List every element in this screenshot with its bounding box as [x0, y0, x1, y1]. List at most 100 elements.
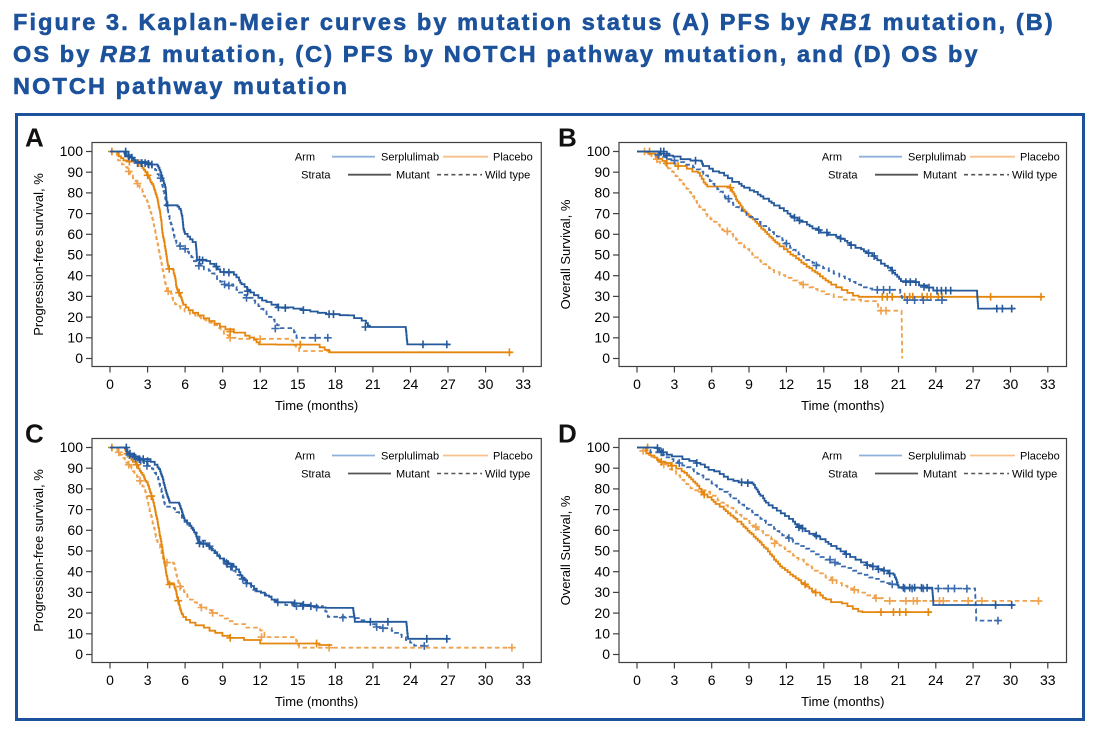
svg-text:40: 40: [67, 267, 83, 283]
svg-text:15: 15: [290, 672, 306, 688]
svg-text:50: 50: [67, 543, 83, 559]
svg-text:50: 50: [67, 247, 83, 263]
svg-text:10: 10: [594, 330, 610, 346]
svg-text:24: 24: [403, 376, 419, 392]
svg-text:30: 30: [478, 376, 494, 392]
svg-text:Mutant: Mutant: [396, 170, 430, 182]
svg-text:15: 15: [290, 376, 306, 392]
svg-text:Mutant: Mutant: [923, 170, 957, 182]
svg-text:6: 6: [181, 376, 189, 392]
svg-text:Placebo: Placebo: [1020, 152, 1060, 164]
svg-text:D: D: [558, 419, 577, 449]
svg-text:Strata: Strata: [828, 468, 858, 480]
svg-text:10: 10: [594, 626, 610, 642]
svg-text:60: 60: [67, 226, 83, 242]
svg-text:30: 30: [478, 672, 494, 688]
svg-text:100: 100: [60, 143, 84, 159]
svg-text:6: 6: [181, 672, 189, 688]
svg-text:0: 0: [106, 376, 114, 392]
svg-text:12: 12: [252, 376, 268, 392]
svg-text:27: 27: [440, 672, 456, 688]
svg-text:3: 3: [671, 376, 679, 392]
svg-text:30: 30: [67, 584, 83, 600]
svg-text:80: 80: [594, 185, 610, 201]
svg-text:18: 18: [328, 672, 344, 688]
svg-text:18: 18: [853, 672, 869, 688]
svg-text:Overall Survival, %: Overall Survival, %: [558, 495, 573, 605]
svg-text:30: 30: [594, 584, 610, 600]
svg-text:18: 18: [853, 376, 869, 392]
svg-text:24: 24: [928, 672, 944, 688]
svg-text:60: 60: [594, 226, 610, 242]
svg-text:70: 70: [67, 501, 83, 517]
svg-text:33: 33: [1040, 672, 1056, 688]
svg-text:Serplulimab: Serplulimab: [381, 152, 439, 164]
svg-text:Strata: Strata: [301, 468, 331, 480]
svg-text:30: 30: [67, 288, 83, 304]
svg-text:20: 20: [594, 605, 610, 621]
svg-text:10: 10: [67, 626, 83, 642]
svg-text:90: 90: [594, 460, 610, 476]
svg-text:Time (months): Time (months): [275, 694, 358, 709]
svg-text:Mutant: Mutant: [923, 468, 957, 480]
svg-text:70: 70: [67, 205, 83, 221]
svg-text:27: 27: [965, 376, 981, 392]
svg-text:Arm: Arm: [295, 450, 315, 462]
svg-text:9: 9: [745, 672, 753, 688]
svg-text:21: 21: [365, 672, 381, 688]
svg-text:C: C: [25, 419, 44, 449]
svg-text:70: 70: [594, 501, 610, 517]
svg-text:20: 20: [67, 309, 83, 325]
svg-text:15: 15: [816, 672, 832, 688]
svg-text:Mutant: Mutant: [396, 468, 430, 480]
svg-text:10: 10: [67, 330, 83, 346]
svg-text:80: 80: [67, 481, 83, 497]
svg-text:Time (months): Time (months): [275, 398, 358, 413]
svg-text:100: 100: [587, 143, 611, 159]
svg-text:9: 9: [219, 672, 227, 688]
svg-text:B: B: [558, 123, 577, 153]
svg-text:6: 6: [708, 376, 716, 392]
svg-text:Strata: Strata: [828, 170, 858, 182]
svg-text:0: 0: [75, 350, 83, 366]
svg-text:100: 100: [587, 439, 611, 455]
svg-text:12: 12: [779, 672, 795, 688]
svg-text:Progression-free survival, %: Progression-free survival, %: [31, 173, 46, 336]
svg-text:30: 30: [1003, 376, 1019, 392]
svg-text:70: 70: [594, 205, 610, 221]
svg-text:3: 3: [144, 672, 152, 688]
svg-text:Wild type: Wild type: [1012, 468, 1057, 480]
svg-text:A: A: [25, 123, 44, 153]
svg-text:60: 60: [67, 522, 83, 538]
svg-text:Arm: Arm: [822, 152, 842, 164]
svg-text:Serplulimab: Serplulimab: [381, 450, 439, 462]
svg-text:Arm: Arm: [295, 152, 315, 164]
svg-text:Placebo: Placebo: [493, 152, 533, 164]
svg-text:6: 6: [708, 672, 716, 688]
svg-text:Wild type: Wild type: [1012, 170, 1057, 182]
svg-text:Wild type: Wild type: [485, 170, 530, 182]
svg-text:Wild type: Wild type: [485, 468, 530, 480]
svg-text:15: 15: [816, 376, 832, 392]
svg-text:40: 40: [594, 267, 610, 283]
svg-text:Time (months): Time (months): [801, 398, 884, 413]
svg-text:24: 24: [928, 376, 944, 392]
svg-text:0: 0: [633, 376, 641, 392]
svg-text:21: 21: [891, 376, 907, 392]
svg-text:20: 20: [67, 605, 83, 621]
svg-text:0: 0: [106, 672, 114, 688]
svg-text:40: 40: [67, 563, 83, 579]
svg-text:12: 12: [252, 672, 268, 688]
svg-text:Placebo: Placebo: [1020, 450, 1060, 462]
svg-text:Arm: Arm: [822, 450, 842, 462]
svg-text:33: 33: [515, 672, 531, 688]
svg-text:100: 100: [60, 439, 84, 455]
svg-text:50: 50: [594, 543, 610, 559]
svg-text:80: 80: [594, 481, 610, 497]
svg-text:Progression-free survival, %: Progression-free survival, %: [31, 469, 46, 632]
svg-text:33: 33: [515, 376, 531, 392]
svg-text:33: 33: [1040, 376, 1056, 392]
svg-text:27: 27: [440, 376, 456, 392]
svg-text:24: 24: [403, 672, 419, 688]
svg-text:18: 18: [328, 376, 344, 392]
